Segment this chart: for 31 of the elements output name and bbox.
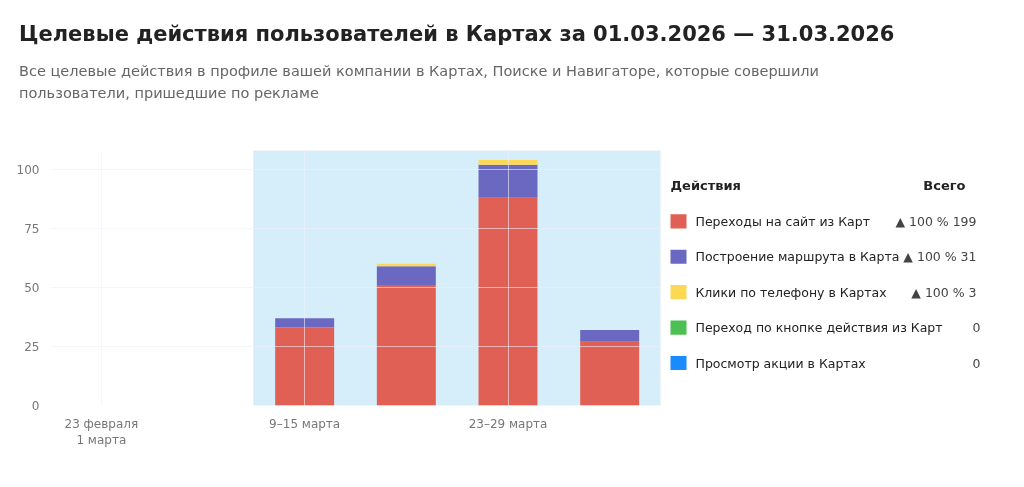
legend-title: Действия xyxy=(670,178,741,194)
bar xyxy=(478,159,538,165)
text: Всего xyxy=(923,178,966,194)
text: ▲ 100 % 3 xyxy=(911,284,977,300)
x-tick-label: 9–15 марта xyxy=(269,416,341,431)
chart-subtitle: Все целевые действия в профиле вашей компании в Картах, Поиске и Навигаторе, которые совершили пользователи, пришедшие по рекламе xyxy=(19,62,820,103)
legend-label: Переход по кнопке действия из Карт xyxy=(695,320,943,336)
bar xyxy=(580,329,640,342)
legend-label: Клики по телефону в Картах xyxy=(695,284,887,300)
legend-label: Переходы на сайт из Карт xyxy=(695,213,870,229)
bar xyxy=(275,327,335,406)
bar xyxy=(376,266,436,286)
text: 0 xyxy=(972,320,981,336)
y-tick-label: 50 xyxy=(24,280,40,295)
x-tick-label: 23–29 марта xyxy=(468,416,548,431)
y-tick-label: 25 xyxy=(24,339,40,354)
text: 0 xyxy=(972,355,981,371)
chart-title: Целевые действия пользователей в Картах за 01.03.2026 — 31.03.2026 xyxy=(19,21,895,48)
bar xyxy=(580,341,640,406)
legend-label: Просмотр акции в Картах xyxy=(695,355,866,371)
y-tick-label: 75 xyxy=(24,221,40,236)
x-tick-label: 23 февраля 1 марта xyxy=(64,416,139,448)
text: ▲ 100 % 199 xyxy=(895,213,977,229)
bar xyxy=(376,285,436,406)
legend-label: Построение маршрута в Карта xyxy=(695,249,900,265)
y-tick-label: 0 xyxy=(31,399,40,413)
bar xyxy=(275,318,335,328)
bar xyxy=(478,197,538,406)
bar xyxy=(478,164,538,198)
text: ▲ 100 % 31 xyxy=(903,249,977,265)
y-tick-label: 100 xyxy=(16,162,40,177)
